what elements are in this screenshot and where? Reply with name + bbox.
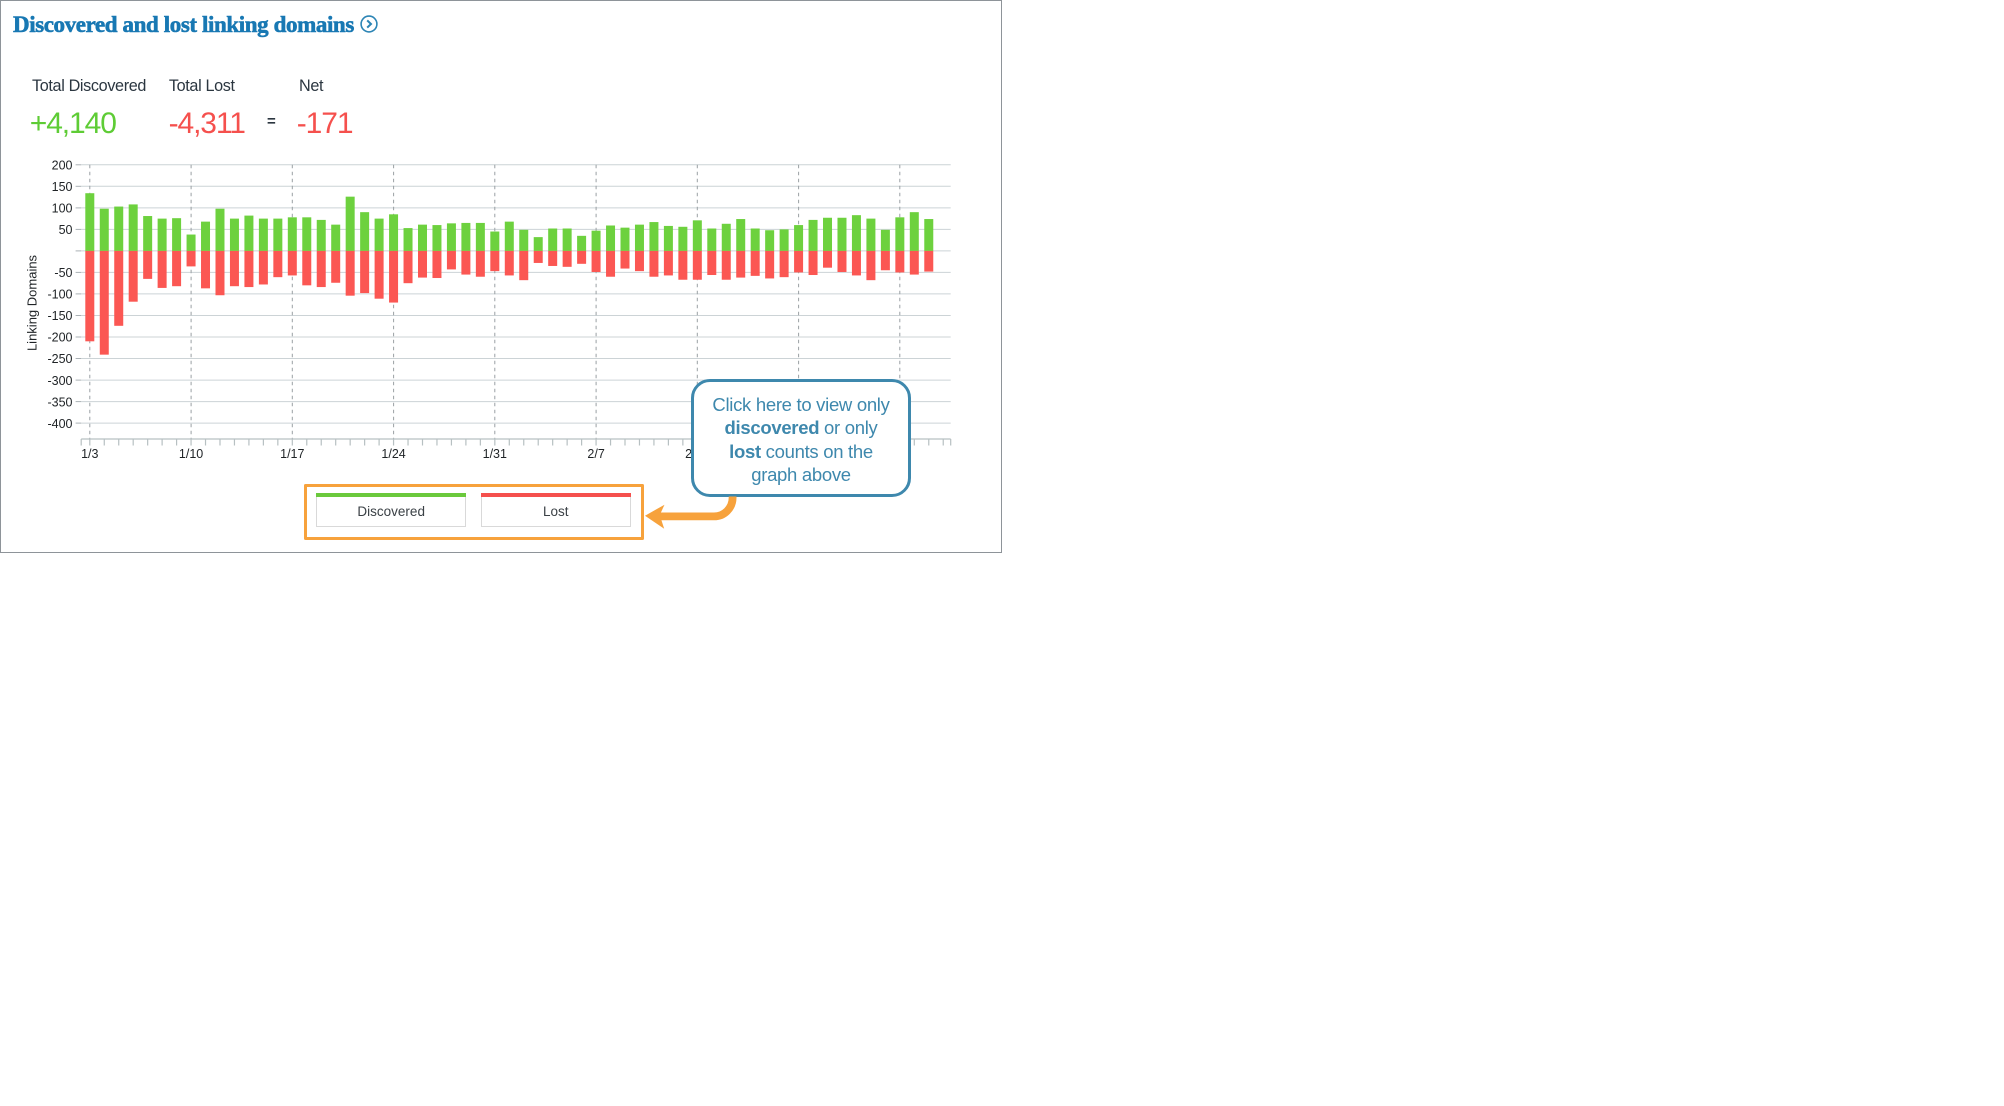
svg-text:-300: -300: [47, 374, 72, 388]
svg-text:-200: -200: [47, 331, 72, 345]
svg-text:1/10: 1/10: [179, 447, 203, 461]
svg-text:150: 150: [52, 180, 73, 194]
svg-text:2/7: 2/7: [587, 447, 604, 461]
svg-text:-50: -50: [54, 266, 72, 280]
svg-text:200: 200: [52, 159, 73, 173]
svg-text:100: 100: [52, 202, 73, 216]
svg-text:1/24: 1/24: [381, 447, 405, 461]
svg-text:-100: -100: [47, 288, 72, 302]
svg-text:50: 50: [59, 223, 73, 237]
svg-text:1/31: 1/31: [483, 447, 507, 461]
svg-text:-400: -400: [47, 417, 72, 431]
svg-text:1/17: 1/17: [280, 447, 304, 461]
svg-text:Linking Domains: Linking Domains: [25, 254, 40, 351]
svg-text:-350: -350: [47, 395, 72, 409]
svg-text:-150: -150: [47, 309, 72, 323]
svg-text:1/3: 1/3: [81, 447, 98, 461]
svg-text:-250: -250: [47, 352, 72, 366]
